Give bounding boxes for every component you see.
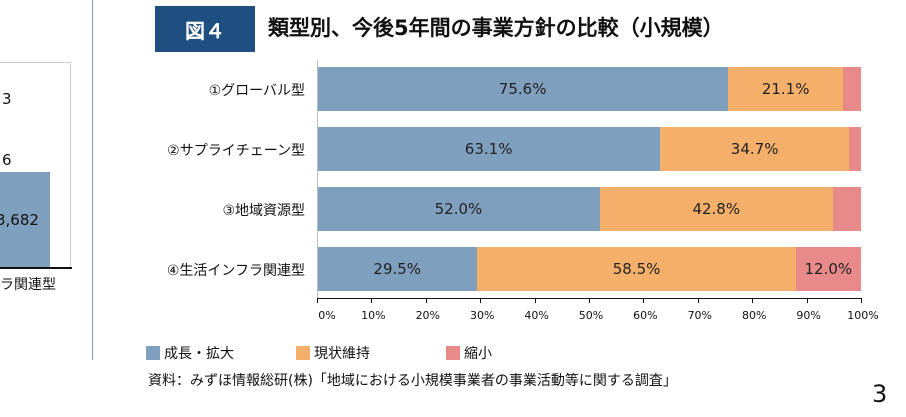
x-tick-mark bbox=[861, 298, 862, 303]
x-tick-mark bbox=[589, 298, 590, 303]
x-tick-mark bbox=[752, 298, 754, 303]
bar-segment bbox=[849, 127, 861, 171]
page-number: 3 bbox=[872, 380, 888, 408]
left-value-label: 3,682 bbox=[0, 211, 39, 229]
left-chart-bar bbox=[0, 172, 50, 268]
legend-item: 現状維持 bbox=[296, 343, 446, 363]
x-tick-mark bbox=[480, 298, 482, 303]
left-chart-axis bbox=[0, 267, 72, 269]
data-label: 34.7% bbox=[730, 140, 779, 158]
legend-swatch bbox=[296, 346, 310, 360]
bar-segment: 58.5% bbox=[477, 247, 796, 291]
left-value-label: 6 bbox=[2, 151, 12, 169]
bar-segment: 52.0% bbox=[317, 187, 600, 231]
y-axis bbox=[317, 60, 318, 298]
data-label: 75.6% bbox=[498, 80, 547, 98]
x-tick-label: 50% bbox=[578, 309, 604, 322]
x-tick-mark bbox=[317, 298, 318, 303]
data-label: 63.1% bbox=[464, 140, 513, 158]
data-label: 29.5% bbox=[373, 260, 422, 278]
bar-segment: 21.1% bbox=[728, 67, 844, 111]
data-label: 12.0% bbox=[804, 260, 853, 278]
category-label: ④生活インフラ関連型 bbox=[166, 263, 305, 279]
bar-segment bbox=[832, 187, 861, 231]
legend-item: 成長・拡大 bbox=[146, 343, 296, 363]
bar-segment: 63.1% bbox=[317, 127, 661, 171]
x-tick-mark bbox=[697, 298, 699, 303]
x-tick-label: 80% bbox=[741, 309, 767, 322]
legend: 成長・拡大 現状維持 縮小 bbox=[146, 343, 492, 363]
bar-segment: 75.6% bbox=[317, 67, 729, 111]
x-tick-label: 60% bbox=[633, 309, 658, 322]
x-tick-label: 0% bbox=[318, 309, 336, 322]
figure-label: 図４ bbox=[155, 6, 255, 52]
category-label: ①グローバル型 bbox=[208, 83, 305, 99]
data-label: 42.8% bbox=[692, 200, 741, 218]
legend-label: 成長・拡大 bbox=[164, 346, 234, 362]
x-tick-label: 10% bbox=[361, 309, 386, 322]
bar-segment bbox=[843, 67, 861, 111]
bar-segment: 42.8% bbox=[599, 187, 833, 231]
legend-label: 縮小 bbox=[464, 346, 492, 362]
category-label: ②サプライチェーン型 bbox=[167, 143, 305, 159]
x-tick-mark bbox=[806, 298, 808, 303]
legend-swatch bbox=[446, 346, 460, 360]
x-tick-label: 70% bbox=[687, 309, 713, 322]
legend-swatch bbox=[146, 346, 160, 360]
category-label: ③地域資源型 bbox=[222, 203, 305, 219]
x-tick-mark bbox=[425, 298, 427, 303]
bar-segment: 12.0% bbox=[795, 247, 861, 291]
data-label: 52.0% bbox=[434, 200, 483, 218]
left-chart-frame bbox=[0, 62, 71, 269]
panel-divider bbox=[92, 0, 93, 360]
data-label: 21.1% bbox=[761, 80, 810, 98]
x-tick-label: 90% bbox=[796, 309, 821, 322]
x-tick-label: 30% bbox=[469, 309, 495, 322]
chart-title: 類型別、今後5年間の事業方針の比較（小規模） bbox=[268, 16, 724, 40]
bar-segment: 29.5% bbox=[317, 247, 478, 291]
x-tick-label: 100% bbox=[847, 309, 879, 322]
left-value-label: 3 bbox=[2, 90, 12, 108]
x-tick-mark bbox=[534, 298, 536, 303]
data-label: 58.5% bbox=[612, 260, 661, 278]
bar-segment: 34.7% bbox=[660, 127, 850, 171]
legend-label: 現状維持 bbox=[314, 346, 370, 362]
x-tick-mark bbox=[643, 298, 645, 303]
x-tick-mark bbox=[371, 298, 373, 303]
x-tick-label: 40% bbox=[524, 309, 549, 322]
x-tick-label: 20% bbox=[415, 309, 441, 322]
source-note: 資料：みずほ情報総研(株)「地域における小規模事業者の事業活動等に関する調査」 bbox=[148, 373, 677, 389]
left-category-label: ラ関連型 bbox=[0, 277, 56, 293]
legend-item: 縮小 bbox=[446, 343, 492, 363]
